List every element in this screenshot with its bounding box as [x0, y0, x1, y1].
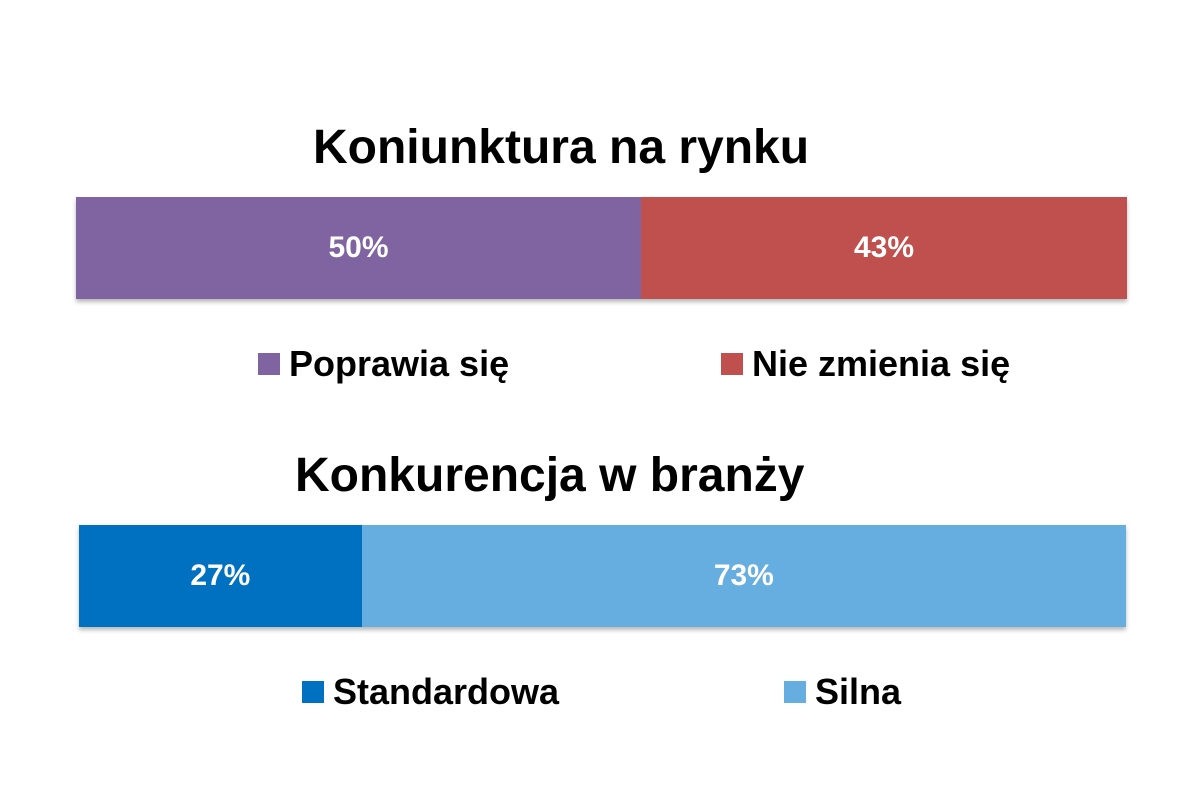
legend-label-poprawia-sie: Poprawia się	[289, 343, 510, 384]
legend-label-standardowa: Standardowa	[333, 671, 560, 712]
data-label-standardowa: 27%	[190, 559, 251, 592]
chart-title-konkurencja: Konkurencja w branży	[295, 449, 805, 502]
legend-swatch-silna	[784, 681, 806, 703]
legend-label-silna: Silna	[815, 671, 902, 712]
bar-segment-standardowa: 27%	[79, 525, 362, 627]
legend-item-poprawia-sie: Poprawia się	[258, 342, 509, 386]
legend-konkurencja: Standardowa Silna	[0, 670, 1200, 714]
data-label-poprawia-sie: 50%	[328, 231, 389, 264]
legend-label-nie-zmienia-sie: Nie zmienia się	[752, 343, 1011, 384]
legend-item-standardowa: Standardowa	[302, 670, 559, 714]
legend-item-silna: Silna	[784, 670, 901, 714]
stacked-bar-koniunktura: 50% 43%	[76, 197, 1127, 299]
data-label-nie-zmienia-sie: 43%	[853, 231, 915, 264]
stacked-bar-konkurencja: 27% 73%	[79, 525, 1126, 627]
legend-koniunktura: Poprawia się Nie zmienia się	[0, 342, 1200, 386]
chart-title-koniunktura: Koniunktura na rynku	[313, 121, 810, 174]
legend-swatch-poprawia-sie	[258, 353, 280, 375]
legend-swatch-standardowa	[302, 681, 324, 703]
bar-segment-poprawia-sie: 50%	[76, 197, 642, 299]
data-label-silna: 73%	[713, 559, 774, 592]
bar-segment-silna: 73%	[361, 525, 1126, 627]
legend-item-nie-zmienia-sie: Nie zmienia się	[721, 342, 1010, 386]
legend-swatch-nie-zmienia-sie	[721, 353, 743, 375]
bar-segment-nie-zmienia-sie: 43%	[641, 197, 1127, 299]
